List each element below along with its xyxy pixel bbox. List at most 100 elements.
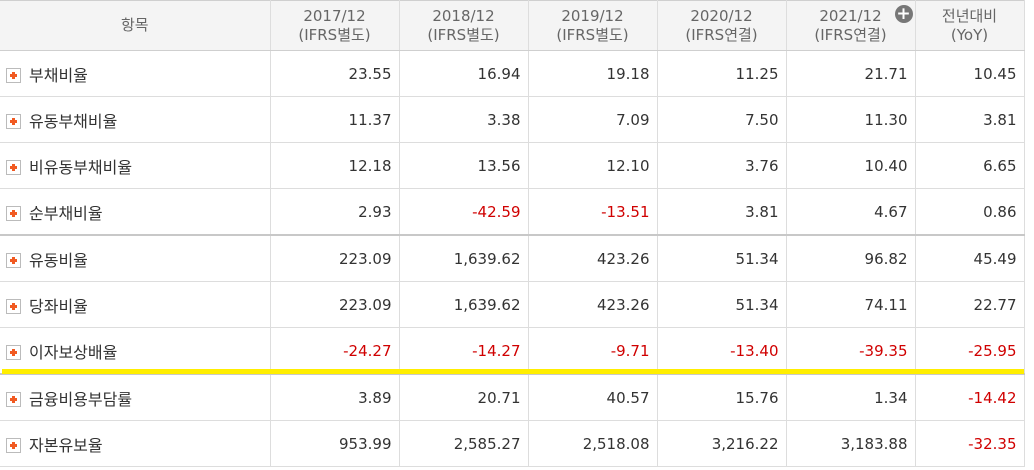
value-cell: 4.67 — [786, 188, 916, 236]
value-cell: 12.10 — [528, 142, 658, 189]
value-cell: 11.30 — [786, 96, 916, 143]
table-row: 비유동부채비율 12.18 13.56 12.10 3.76 10.40 6.65 — [0, 142, 1025, 189]
period-header-2017: 2017/12 (IFRS별도) — [270, 0, 400, 51]
period-year: 2019/12 — [561, 6, 624, 25]
plus-box-icon[interactable] — [6, 205, 21, 221]
yoy-value-cell: 45.49 — [915, 235, 1025, 282]
value-cell: 423.26 — [528, 281, 658, 328]
value-cell: 223.09 — [270, 281, 400, 328]
value-cell: 7.50 — [657, 96, 787, 143]
value-cell: 1.34 — [786, 374, 916, 421]
value-cell: -9.71 — [528, 327, 658, 375]
yoy-value-cell: 6.65 — [915, 142, 1025, 189]
plus-box-icon[interactable] — [6, 437, 21, 453]
row-label-cell[interactable]: 당좌비율 — [0, 281, 271, 328]
table-row: 부채비율 23.55 16.94 19.18 11.25 21.71 10.45 — [0, 50, 1025, 97]
table-row: 자본유보율 953.99 2,585.27 2,518.08 3,216.22 3,183… — [0, 420, 1025, 467]
value-cell: 3.76 — [657, 142, 787, 189]
value-cell: 23.55 — [270, 50, 400, 97]
plus-box-icon[interactable] — [6, 252, 21, 268]
row-label-cell[interactable]: 비유동부채비율 — [0, 142, 271, 189]
value-cell: 3,216.22 — [657, 420, 787, 467]
value-cell: 19.18 — [528, 50, 658, 97]
row-label-cell[interactable]: 유동부채비율 — [0, 96, 271, 143]
value-cell: 74.11 — [786, 281, 916, 328]
value-cell: 3,183.88 — [786, 420, 916, 467]
value-cell: 10.40 — [786, 142, 916, 189]
period-basis: (IFRS별도) — [427, 25, 500, 44]
plus-box-icon[interactable] — [6, 298, 21, 314]
row-label-cell[interactable]: 부채비율 — [0, 50, 271, 97]
period-year: 2017/12 — [303, 6, 366, 25]
value-cell: 11.25 — [657, 50, 787, 97]
value-cell: 3.38 — [399, 96, 529, 143]
period-basis: (IFRS별도) — [556, 25, 629, 44]
value-cell: -42.59 — [399, 188, 529, 236]
value-cell: 223.09 — [270, 235, 400, 282]
value-cell: 15.76 — [657, 374, 787, 421]
table-row: 금융비용부담률 3.89 20.71 40.57 15.76 1.34 -14.42 — [0, 374, 1025, 421]
row-label: 비유동부채비율 — [29, 157, 133, 177]
period-year: 2021/12 — [819, 6, 882, 25]
value-cell: 13.56 — [399, 142, 529, 189]
value-cell: 1,639.62 — [399, 235, 529, 282]
period-basis: (IFRS별도) — [298, 25, 371, 44]
row-label: 부채비율 — [29, 65, 88, 85]
value-cell: 96.82 — [786, 235, 916, 282]
plus-box-icon[interactable] — [6, 344, 21, 360]
plus-circle-icon[interactable]: + — [894, 4, 913, 24]
value-cell: 12.18 — [270, 142, 400, 189]
period-year: 2020/12 — [690, 6, 753, 25]
value-cell: -13.40 — [657, 327, 787, 375]
row-label-cell[interactable]: 유동비율 — [0, 235, 271, 282]
value-cell: 2,518.08 — [528, 420, 658, 467]
yoy-value-cell: 3.81 — [915, 96, 1025, 143]
period-year: 2018/12 — [432, 6, 495, 25]
table-row: 유동부채비율 11.37 3.38 7.09 7.50 11.30 3.81 — [0, 96, 1025, 143]
row-label: 당좌비율 — [29, 296, 88, 316]
period-header-2020: 2020/12 (IFRS연결) — [657, 0, 787, 51]
plus-box-icon[interactable] — [6, 159, 21, 175]
value-cell: 11.37 — [270, 96, 400, 143]
highlight-marker-line — [2, 369, 1024, 374]
row-label: 이자보상배율 — [29, 342, 118, 362]
row-label-cell[interactable]: 금융비용부담률 — [0, 374, 271, 421]
value-cell: 21.71 — [786, 50, 916, 97]
row-label-cell[interactable]: 순부채비율 — [0, 188, 271, 236]
table-row: 순부채비율 2.93 -42.59 -13.51 3.81 4.67 0.86 — [0, 188, 1025, 236]
yoy-value-cell: 10.45 — [915, 50, 1025, 97]
header-row: 항목 2017/12 (IFRS별도) 2018/12 (IFRS별도) 201… — [0, 0, 1025, 51]
plus-box-icon[interactable] — [6, 67, 21, 83]
value-cell: 2.93 — [270, 188, 400, 236]
value-cell: 40.57 — [528, 374, 658, 421]
value-cell: -24.27 — [270, 327, 400, 375]
table-row: 이자보상배율 -24.27 -14.27 -9.71 -13.40 -39.35 -25.9… — [0, 327, 1025, 375]
period-header-2021: 2021/12 (IFRS연결) + — [786, 0, 916, 51]
item-column-header: 항목 — [0, 0, 271, 51]
row-label: 순부채비율 — [29, 203, 103, 223]
yoy-value-cell: -25.95 — [915, 327, 1025, 375]
yoy-value-cell: 0.86 — [915, 188, 1025, 236]
value-cell: 7.09 — [528, 96, 658, 143]
row-label-cell[interactable]: 자본유보율 — [0, 420, 271, 467]
value-cell: 3.81 — [657, 188, 787, 236]
value-cell: -13.51 — [528, 188, 658, 236]
value-cell: -39.35 — [786, 327, 916, 375]
value-cell: 3.89 — [270, 374, 400, 421]
period-basis: (IFRS연결) — [814, 25, 887, 44]
yoy-value-cell: 22.77 — [915, 281, 1025, 328]
row-label-cell[interactable]: 이자보상배율 — [0, 327, 271, 375]
yoy-value-cell: -32.35 — [915, 420, 1025, 467]
period-header-2018: 2018/12 (IFRS별도) — [399, 0, 529, 51]
value-cell: 20.71 — [399, 374, 529, 421]
plus-box-icon[interactable] — [6, 391, 21, 407]
yoy-value-cell: -14.42 — [915, 374, 1025, 421]
value-cell: 953.99 — [270, 420, 400, 467]
period-basis: (IFRS연결) — [685, 25, 758, 44]
row-label: 금융비용부담률 — [29, 389, 133, 409]
plus-box-icon[interactable] — [6, 113, 21, 129]
table-row: 당좌비율 223.09 1,639.62 423.26 51.34 74.11 22.77 — [0, 281, 1025, 328]
value-cell: 51.34 — [657, 235, 787, 282]
value-cell: 51.34 — [657, 281, 787, 328]
